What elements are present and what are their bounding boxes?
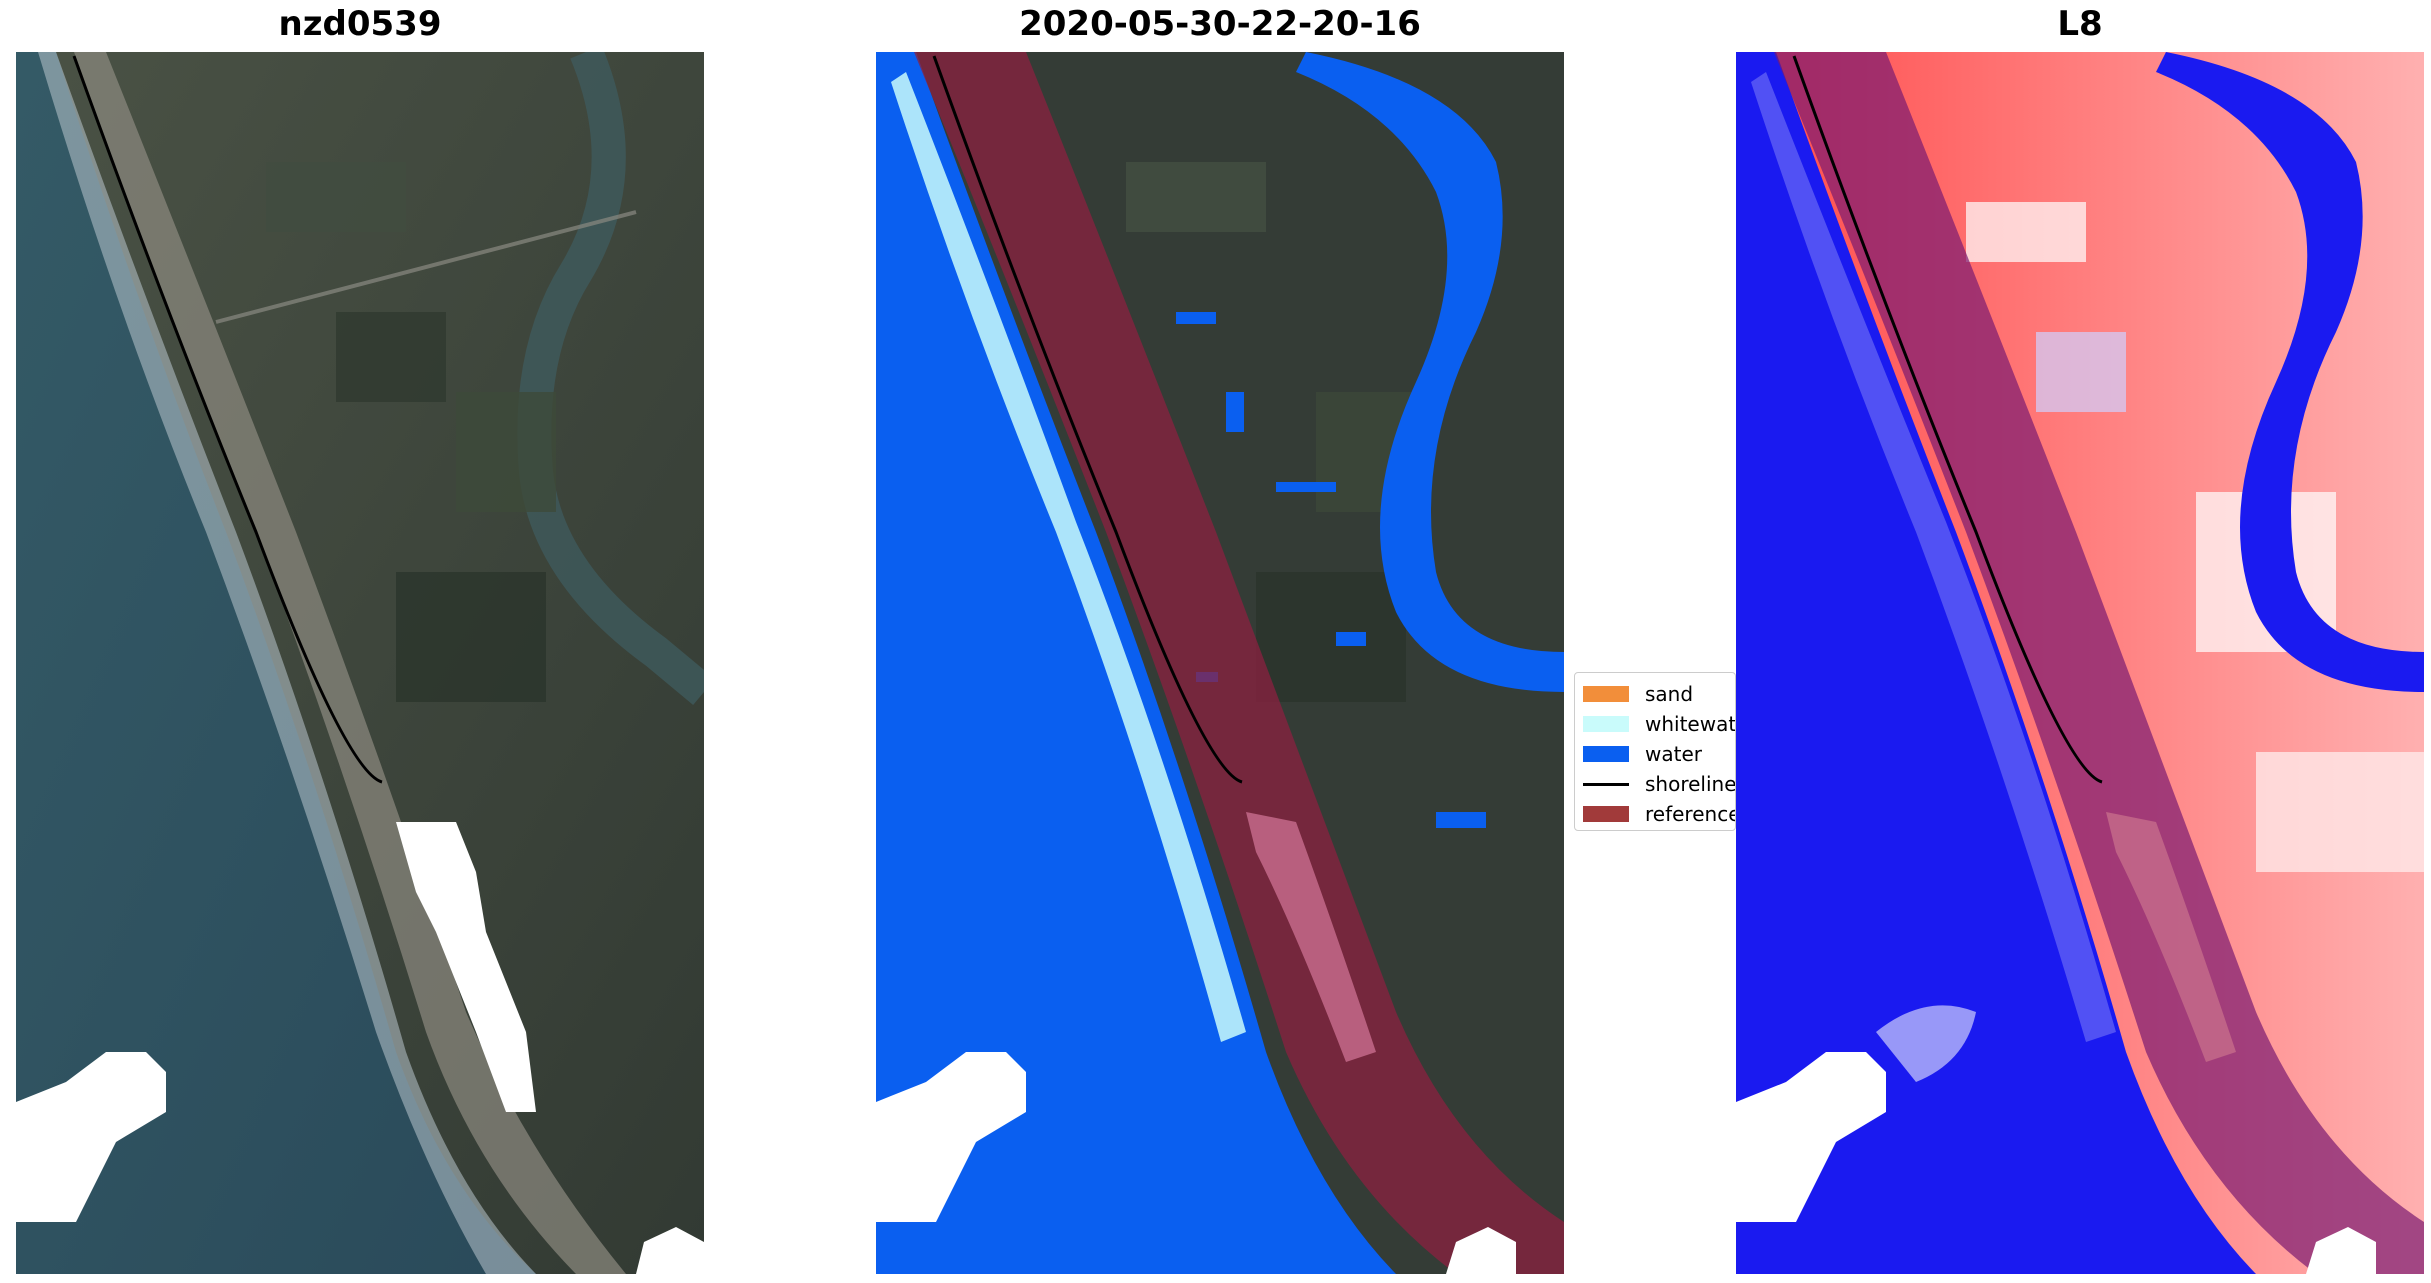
index-image-panel: [1736, 52, 2424, 1274]
shoreline-line-icon: [1583, 782, 1629, 786]
classification-image: [876, 52, 1564, 1274]
legend-item-whitewater: whitewater: [1583, 712, 1736, 736]
legend-label: water: [1645, 742, 1702, 766]
rgb-image-panel: [16, 52, 704, 1274]
classification-image-panel: [876, 52, 1564, 1274]
legend-label: sand: [1645, 682, 1694, 706]
panel-title-classification: 2020-05-30-22-20-16: [1019, 4, 1421, 44]
legend-item-shoreline: shoreline: [1583, 772, 1736, 796]
panel-title-rgb: nzd0539: [278, 4, 442, 44]
index-image: [1736, 52, 2424, 1274]
sand-swatch-icon: [1583, 686, 1629, 702]
whitewater-swatch-icon: [1583, 716, 1629, 732]
water-swatch-icon: [1583, 746, 1629, 762]
legend-label: shoreline: [1645, 772, 1736, 796]
legend-label: reference: [1645, 802, 1736, 826]
legend-item-sand: sand: [1583, 682, 1694, 706]
legend-item-reference: reference: [1583, 802, 1736, 826]
legend: sand whitewater water shoreline referenc…: [1574, 672, 1736, 831]
legend-item-water: water: [1583, 742, 1702, 766]
legend-label: whitewater: [1645, 712, 1736, 736]
rgb-image: [16, 52, 704, 1274]
reference-swatch-icon: [1583, 806, 1629, 822]
panel-title-index: L8: [2057, 4, 2103, 44]
